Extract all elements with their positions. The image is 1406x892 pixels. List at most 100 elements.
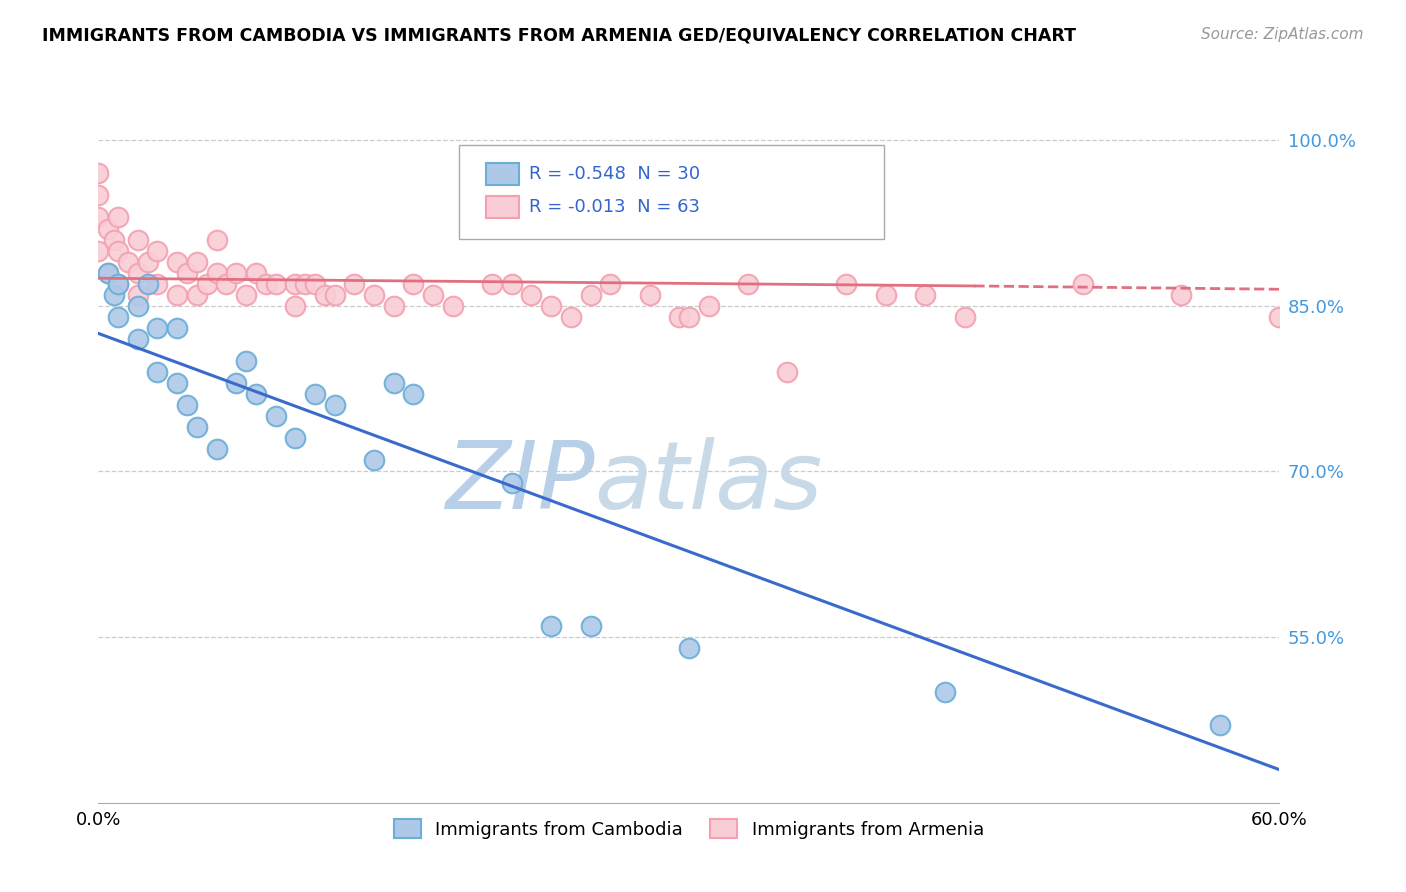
Point [107, 244, 129, 258]
Point [953, 310, 976, 324]
Point [176, 398, 198, 412]
Point [678, 310, 700, 324]
Point [343, 277, 366, 291]
Point [127, 332, 149, 346]
Text: atlas: atlas [595, 437, 823, 528]
Point [166, 321, 188, 335]
Point [127, 233, 149, 247]
Point [205, 266, 228, 280]
Text: Source: ZipAtlas.com: Source: ZipAtlas.com [1201, 27, 1364, 42]
Point [117, 254, 139, 268]
Point [103, 287, 125, 301]
Point [146, 277, 169, 291]
Point [1071, 277, 1094, 291]
Point [235, 354, 257, 368]
Point [1170, 287, 1192, 301]
Point [914, 287, 936, 301]
Point [245, 266, 267, 280]
Point [107, 211, 129, 225]
Point [146, 321, 169, 335]
Point [136, 254, 159, 268]
Point [107, 277, 129, 291]
Point [304, 387, 326, 401]
Legend: Immigrants from Cambodia, Immigrants from Armenia: Immigrants from Cambodia, Immigrants fro… [387, 812, 991, 846]
Point [127, 299, 149, 313]
Point [284, 431, 307, 445]
Point [146, 365, 169, 379]
Point [323, 398, 346, 412]
Point [264, 277, 287, 291]
Point [245, 387, 267, 401]
Point [107, 310, 129, 324]
Point [363, 453, 385, 467]
Point [382, 299, 405, 313]
Text: R = -0.548  N = 30: R = -0.548 N = 30 [530, 165, 700, 183]
Point [166, 287, 188, 301]
Point [1268, 310, 1291, 324]
Point [875, 287, 897, 301]
Point [127, 287, 149, 301]
Point [195, 277, 218, 291]
Point [314, 287, 336, 301]
Point [441, 299, 464, 313]
Text: R = -0.013  N = 63: R = -0.013 N = 63 [530, 198, 700, 216]
Point [737, 277, 759, 291]
Point [186, 287, 208, 301]
Point [501, 277, 523, 291]
Point [166, 254, 188, 268]
Point [97, 221, 120, 235]
Point [225, 266, 247, 280]
Point [1209, 718, 1232, 732]
FancyBboxPatch shape [458, 145, 884, 239]
Point [668, 310, 690, 324]
Point [481, 277, 503, 291]
Point [520, 287, 543, 301]
Point [186, 254, 208, 268]
Point [501, 475, 523, 490]
Point [205, 442, 228, 457]
Point [264, 409, 287, 424]
Point [103, 233, 125, 247]
Point [678, 641, 700, 656]
FancyBboxPatch shape [486, 196, 519, 219]
Point [560, 310, 582, 324]
Point [579, 287, 602, 301]
FancyBboxPatch shape [486, 162, 519, 185]
Point [166, 376, 188, 391]
Point [176, 266, 198, 280]
Point [97, 266, 120, 280]
Point [87, 188, 110, 202]
Point [254, 277, 277, 291]
Point [87, 244, 110, 258]
Point [422, 287, 444, 301]
Point [540, 299, 562, 313]
Point [97, 266, 120, 280]
Point [146, 244, 169, 258]
Point [136, 277, 159, 291]
Point [776, 365, 799, 379]
Point [638, 287, 661, 301]
Point [697, 299, 720, 313]
Point [599, 277, 621, 291]
Point [363, 287, 385, 301]
Point [540, 619, 562, 633]
Point [304, 277, 326, 291]
Point [579, 619, 602, 633]
Point [87, 211, 110, 225]
Point [323, 287, 346, 301]
Point [215, 277, 238, 291]
Text: ZIP: ZIP [444, 437, 595, 528]
Point [235, 287, 257, 301]
Point [835, 277, 858, 291]
Point [294, 277, 316, 291]
Point [225, 376, 247, 391]
Point [402, 387, 425, 401]
Point [205, 233, 228, 247]
Point [402, 277, 425, 291]
Point [107, 277, 129, 291]
Point [127, 266, 149, 280]
Point [934, 685, 956, 699]
Point [382, 376, 405, 391]
Point [87, 166, 110, 180]
Point [284, 277, 307, 291]
